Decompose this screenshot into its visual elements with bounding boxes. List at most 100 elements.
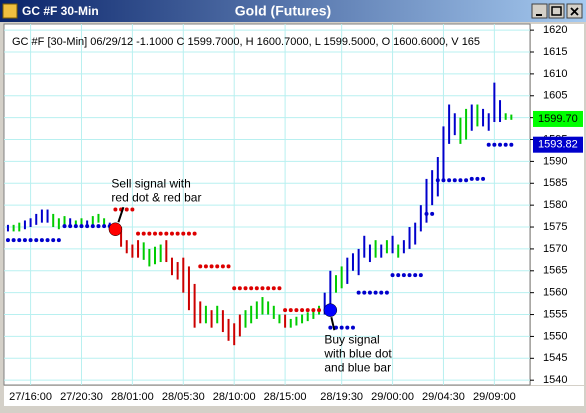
stop-dot	[464, 178, 469, 183]
price-tag-label: 1599.70	[538, 113, 578, 125]
annotation-arrow	[117, 206, 125, 223]
stop-dot	[441, 178, 446, 183]
stop-dot	[396, 273, 401, 278]
y-tick-label: 1585	[543, 177, 567, 189]
stop-dot	[254, 286, 259, 291]
stop-dot	[181, 231, 186, 236]
x-tick-label: 29/09:00	[473, 391, 516, 403]
stop-dot	[85, 224, 90, 229]
stop-dot	[215, 264, 220, 269]
stop-dot	[384, 290, 389, 295]
stop-dot	[62, 224, 67, 229]
plot-area	[3, 23, 531, 386]
stop-dot	[435, 178, 440, 183]
stop-dot	[198, 264, 203, 269]
annotation: red dot & red bar	[111, 190, 201, 204]
stop-dot	[56, 238, 61, 243]
y-tick-label: 1555	[543, 308, 567, 320]
y-tick-label: 1605	[543, 90, 567, 102]
y-tick-label: 1540	[543, 374, 567, 386]
stop-dot	[447, 178, 452, 183]
stop-dot	[169, 231, 174, 236]
x-tick-label: 28/10:00	[213, 391, 256, 403]
stop-dot	[124, 207, 129, 212]
price-tag	[533, 136, 583, 153]
y-tick-label: 1580	[543, 199, 567, 211]
stop-dot	[90, 224, 95, 229]
stop-dot	[209, 264, 214, 269]
stop-dot	[294, 308, 299, 313]
y-tick-label: 1610	[543, 68, 567, 80]
minimize-button[interactable]	[531, 3, 548, 19]
stop-dot	[96, 224, 101, 229]
y-tick-label: 1615	[543, 46, 567, 58]
icon	[570, 7, 579, 16]
stop-dot	[147, 231, 152, 236]
stop-dot	[237, 286, 242, 291]
stop-dot	[203, 264, 208, 269]
stop-dot	[11, 238, 16, 243]
stop-dot	[136, 231, 141, 236]
stop-dot	[413, 273, 418, 278]
y-axis-area	[531, 24, 584, 385]
stop-dot	[305, 308, 310, 313]
icon	[551, 6, 562, 16]
annotation: Buy signal	[324, 332, 379, 346]
stop-dot	[300, 308, 305, 313]
y-tick-label: 1550	[543, 330, 567, 342]
app-icon	[2, 3, 18, 19]
stop-dot	[271, 286, 276, 291]
stop-dot	[407, 273, 412, 278]
y-tick-label: 1565	[543, 265, 567, 277]
stop-dot	[390, 273, 395, 278]
stop-dot	[102, 224, 107, 229]
stop-dot	[175, 231, 180, 236]
stop-dot	[192, 231, 197, 236]
stop-dot	[158, 231, 163, 236]
stop-dot	[418, 273, 423, 278]
stop-dot	[153, 231, 158, 236]
stop-dot	[51, 238, 56, 243]
stop-dot	[424, 211, 429, 216]
annotation-arrow	[330, 316, 336, 331]
y-tick-label: 1545	[543, 352, 567, 364]
stop-dot	[186, 231, 191, 236]
stop-dot	[45, 238, 50, 243]
price-tag-label: 1593.82	[538, 139, 578, 151]
stop-dot	[373, 290, 378, 295]
stop-dot	[277, 286, 282, 291]
stop-dot	[28, 238, 33, 243]
stop-dot	[249, 286, 254, 291]
x-tick-label: 28/15:00	[264, 391, 307, 403]
title-bar	[0, 0, 586, 22]
annotation: and blue bar	[324, 360, 391, 374]
x-tick-label: 28/05:30	[162, 391, 205, 403]
stop-dot	[260, 286, 265, 291]
stop-dot	[362, 290, 367, 295]
x-tick-label: 29/00:00	[371, 391, 414, 403]
window-buttons[interactable]	[531, 3, 583, 19]
x-tick-label: 27/16:00	[9, 391, 52, 403]
stop-dot	[130, 207, 135, 212]
stop-dot	[34, 238, 39, 243]
stop-dot	[317, 308, 322, 313]
stop-dot	[164, 231, 169, 236]
y-tick-label: 1590	[543, 155, 567, 167]
stop-dot	[232, 286, 237, 291]
stop-dot	[481, 176, 486, 181]
stop-dot	[141, 231, 146, 236]
stop-dot	[345, 325, 350, 330]
x-axis-area	[4, 386, 584, 406]
stop-dot	[356, 290, 361, 295]
price-tag	[533, 110, 583, 127]
stop-dot	[498, 142, 503, 147]
stop-dot	[73, 224, 78, 229]
y-tick-label: 1560	[543, 287, 567, 299]
y-tick-label: 1570	[543, 243, 567, 255]
stop-dot	[458, 178, 463, 183]
stop-dot	[328, 325, 333, 330]
stop-dot	[503, 142, 508, 147]
